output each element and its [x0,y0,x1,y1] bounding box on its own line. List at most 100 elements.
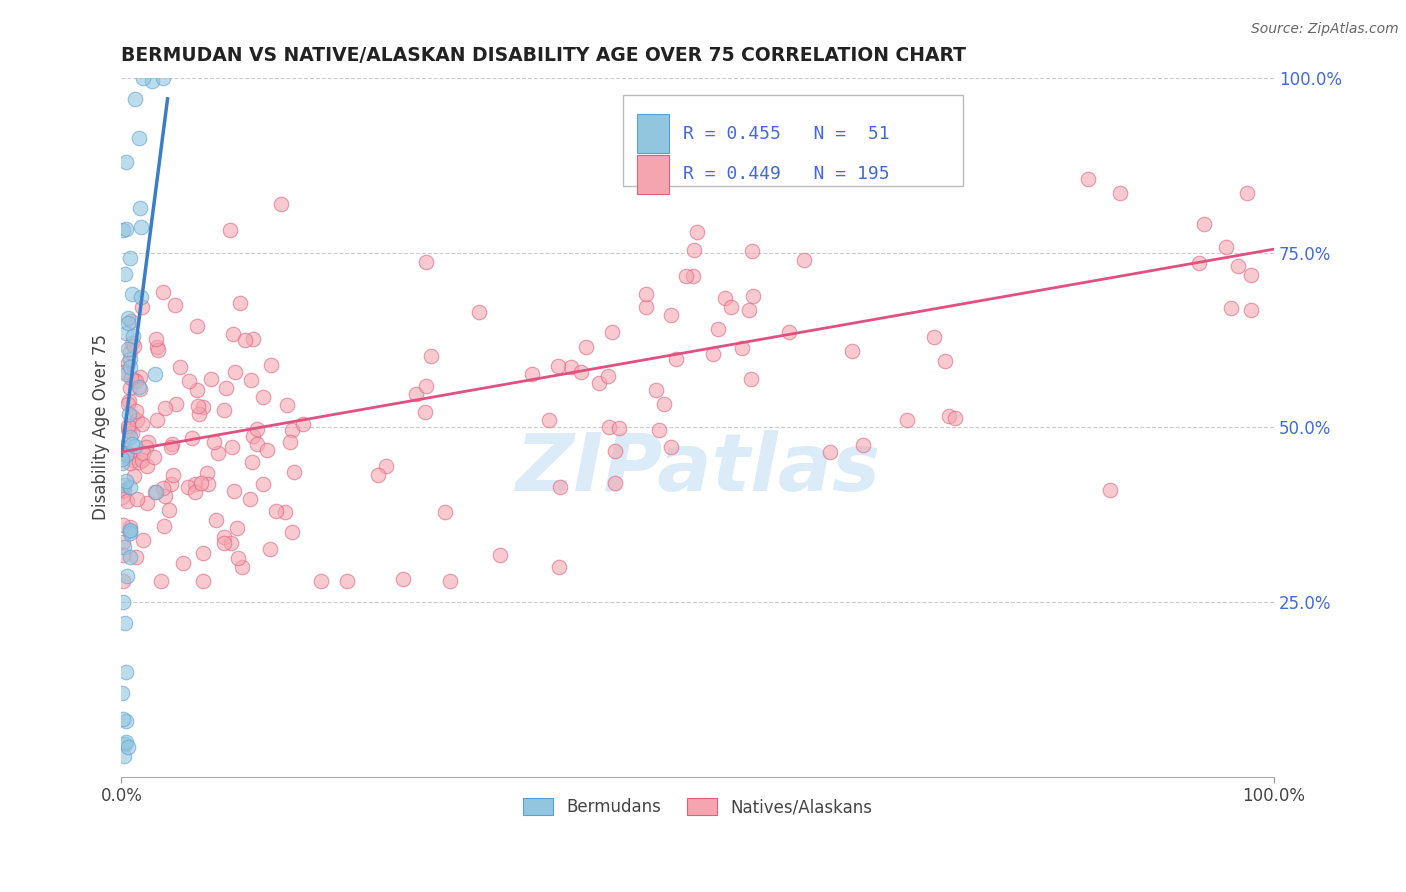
Point [118,479,141,493]
Point [439,574,461,589]
Point [215,381,238,395]
Point [675,269,697,284]
Point [419,349,441,363]
Point [145,340,167,354]
Point [118,359,141,374]
Point [938,409,960,424]
Point [129,369,152,384]
Point [575,340,598,354]
FancyBboxPatch shape [623,95,963,186]
Point [240,373,263,387]
Point [214,403,236,417]
Point [111,452,134,467]
Point [117,418,139,433]
Point [122,339,145,353]
Point [117,310,139,325]
Point [1227,259,1250,273]
Point [943,411,966,425]
Point [115,368,138,382]
Point [1220,301,1243,315]
Point [160,476,183,491]
Point [118,381,141,395]
Point [145,485,167,500]
Point [118,524,141,538]
Point [205,513,228,527]
Point [654,396,676,410]
Point [111,517,134,532]
Point [741,244,763,258]
Point [129,201,152,215]
Point [896,413,918,427]
Point [115,326,138,340]
Point [115,735,138,749]
Point [274,505,297,519]
Point [264,504,287,518]
Point [489,549,512,563]
Point [278,435,301,450]
Point [152,481,174,495]
Point [219,223,242,237]
Point [415,379,437,393]
Point [121,287,143,301]
Text: R = 0.455   N =  51: R = 0.455 N = 51 [683,125,890,143]
Point [112,748,135,763]
Point [121,436,143,450]
Point [283,465,305,479]
Point [702,347,724,361]
Point [121,329,143,343]
Point [115,714,138,728]
Point [111,490,134,504]
Point [191,400,214,414]
Point [122,453,145,467]
Point [607,421,630,435]
Point [221,440,243,454]
Point [125,374,148,388]
Legend: Bermudans, Natives/Alaskans: Bermudans, Natives/Alaskans [515,789,880,824]
Point [571,365,593,379]
Point [121,425,143,440]
Point [231,559,253,574]
Point [741,289,763,303]
Point [112,440,135,454]
Point [1188,256,1211,270]
Point [115,568,138,582]
Point [118,394,141,409]
Point [145,413,167,427]
Point [707,322,730,336]
Point [550,480,572,494]
Point [111,595,134,609]
Point [184,477,207,491]
Point [922,330,945,344]
Point [239,491,262,506]
Point [229,296,252,310]
Point [202,435,225,450]
Point [117,739,139,754]
Point [115,474,138,488]
Point [135,440,157,454]
Point [152,70,174,85]
Point [111,445,134,459]
Point [659,440,682,454]
Point [598,419,620,434]
Point [1240,302,1263,317]
Point [128,130,150,145]
Point [188,407,211,421]
Point [143,367,166,381]
Point [252,390,274,404]
Point [433,505,456,519]
Point [596,369,619,384]
Point [190,476,212,491]
Point [659,308,682,322]
Point [153,519,176,533]
Point [115,665,138,679]
Point [149,574,172,589]
Point [111,548,134,562]
Point [131,70,153,85]
Point [226,520,249,534]
Point [222,326,245,341]
Point [111,712,134,726]
Point [131,452,153,467]
Point [145,485,167,500]
Point [685,225,707,239]
Point [114,222,136,236]
